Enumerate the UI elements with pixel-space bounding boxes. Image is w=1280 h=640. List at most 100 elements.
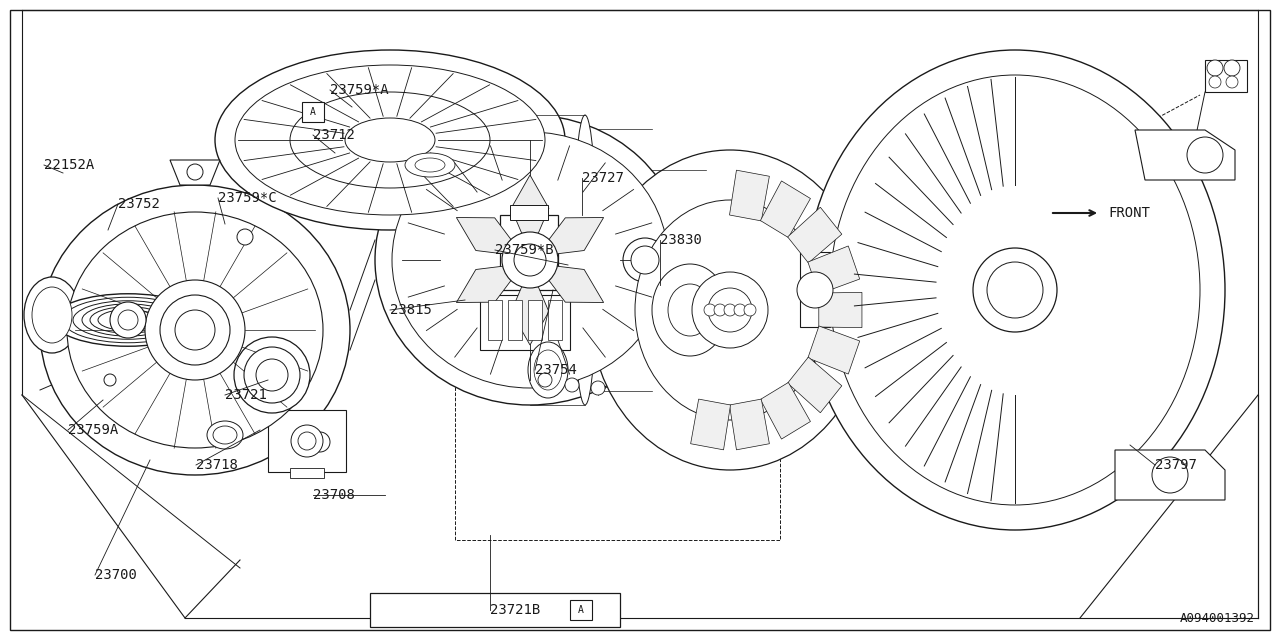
Polygon shape bbox=[808, 246, 860, 294]
Polygon shape bbox=[787, 357, 842, 413]
Ellipse shape bbox=[291, 92, 490, 188]
Circle shape bbox=[1226, 76, 1238, 88]
Bar bbox=[548, 300, 562, 340]
Bar bbox=[509, 205, 548, 220]
Bar bbox=[454, 175, 780, 540]
Circle shape bbox=[515, 244, 547, 276]
Circle shape bbox=[234, 337, 310, 413]
Circle shape bbox=[987, 262, 1043, 318]
Polygon shape bbox=[730, 399, 769, 450]
Ellipse shape bbox=[375, 115, 685, 405]
Text: 22152A: 22152A bbox=[44, 158, 95, 172]
Ellipse shape bbox=[32, 287, 72, 343]
Bar bbox=[488, 300, 502, 340]
Bar bbox=[480, 295, 570, 350]
Bar bbox=[529, 300, 541, 340]
Ellipse shape bbox=[40, 185, 349, 475]
Bar bbox=[370, 593, 620, 627]
Ellipse shape bbox=[415, 158, 445, 172]
Polygon shape bbox=[170, 160, 220, 185]
Text: 23700: 23700 bbox=[95, 568, 137, 582]
Text: 23759A: 23759A bbox=[68, 423, 118, 437]
Text: 23830: 23830 bbox=[660, 233, 701, 247]
Circle shape bbox=[692, 272, 768, 348]
Circle shape bbox=[256, 359, 288, 391]
Circle shape bbox=[1187, 137, 1222, 173]
Ellipse shape bbox=[73, 301, 183, 339]
Ellipse shape bbox=[236, 65, 545, 215]
Text: 23815: 23815 bbox=[390, 303, 431, 317]
Bar bbox=[800, 252, 829, 327]
Ellipse shape bbox=[99, 310, 157, 330]
Text: 23718: 23718 bbox=[196, 458, 238, 472]
Ellipse shape bbox=[829, 75, 1201, 505]
Ellipse shape bbox=[207, 421, 243, 449]
Circle shape bbox=[631, 246, 659, 274]
Polygon shape bbox=[787, 207, 842, 263]
Text: 23759*C: 23759*C bbox=[218, 191, 276, 205]
Circle shape bbox=[623, 238, 667, 282]
Text: 23708: 23708 bbox=[314, 488, 355, 502]
Text: 23721B: 23721B bbox=[490, 603, 540, 617]
Circle shape bbox=[291, 425, 323, 457]
Polygon shape bbox=[760, 181, 810, 237]
Text: FRONT: FRONT bbox=[1108, 206, 1149, 220]
Ellipse shape bbox=[635, 245, 745, 375]
Ellipse shape bbox=[668, 284, 712, 336]
Text: A094001392: A094001392 bbox=[1180, 612, 1254, 625]
Bar bbox=[1204, 60, 1247, 92]
Circle shape bbox=[733, 304, 746, 316]
Circle shape bbox=[502, 232, 558, 288]
Polygon shape bbox=[549, 218, 604, 254]
Polygon shape bbox=[819, 292, 861, 328]
Bar bbox=[268, 410, 346, 472]
Circle shape bbox=[635, 250, 655, 270]
Text: 23797: 23797 bbox=[1155, 458, 1197, 472]
Ellipse shape bbox=[24, 277, 79, 353]
Bar bbox=[570, 600, 591, 620]
Polygon shape bbox=[808, 326, 860, 374]
Bar bbox=[291, 468, 324, 478]
Ellipse shape bbox=[529, 342, 568, 398]
Polygon shape bbox=[691, 399, 731, 450]
Circle shape bbox=[1207, 60, 1222, 76]
Circle shape bbox=[623, 238, 667, 282]
Circle shape bbox=[160, 295, 230, 365]
Circle shape bbox=[237, 229, 253, 245]
Text: 23754: 23754 bbox=[535, 363, 577, 377]
Circle shape bbox=[538, 373, 552, 387]
Polygon shape bbox=[1115, 450, 1225, 500]
Text: 23712: 23712 bbox=[314, 128, 355, 142]
Ellipse shape bbox=[652, 264, 728, 356]
Text: 23727: 23727 bbox=[582, 171, 623, 185]
Circle shape bbox=[244, 347, 300, 403]
Circle shape bbox=[564, 378, 579, 392]
Circle shape bbox=[1224, 60, 1240, 76]
Polygon shape bbox=[760, 383, 810, 439]
Text: A: A bbox=[579, 605, 584, 615]
Circle shape bbox=[118, 310, 138, 330]
Circle shape bbox=[797, 272, 833, 308]
Circle shape bbox=[1152, 457, 1188, 493]
Polygon shape bbox=[511, 287, 549, 345]
Text: 23721: 23721 bbox=[225, 388, 266, 402]
Ellipse shape bbox=[212, 426, 237, 444]
Circle shape bbox=[627, 242, 663, 278]
Ellipse shape bbox=[63, 297, 193, 343]
Polygon shape bbox=[511, 175, 549, 233]
Circle shape bbox=[110, 302, 146, 338]
Ellipse shape bbox=[534, 350, 562, 390]
Circle shape bbox=[104, 374, 116, 386]
Ellipse shape bbox=[82, 304, 174, 336]
Polygon shape bbox=[730, 170, 769, 221]
Ellipse shape bbox=[404, 153, 454, 177]
Text: 23759*B: 23759*B bbox=[495, 243, 554, 257]
Polygon shape bbox=[549, 266, 604, 303]
Circle shape bbox=[714, 304, 726, 316]
Text: A: A bbox=[310, 107, 316, 117]
Ellipse shape bbox=[346, 118, 435, 162]
Text: 23752: 23752 bbox=[118, 197, 160, 211]
Ellipse shape bbox=[573, 115, 596, 405]
Circle shape bbox=[973, 248, 1057, 332]
Bar bbox=[508, 300, 522, 340]
